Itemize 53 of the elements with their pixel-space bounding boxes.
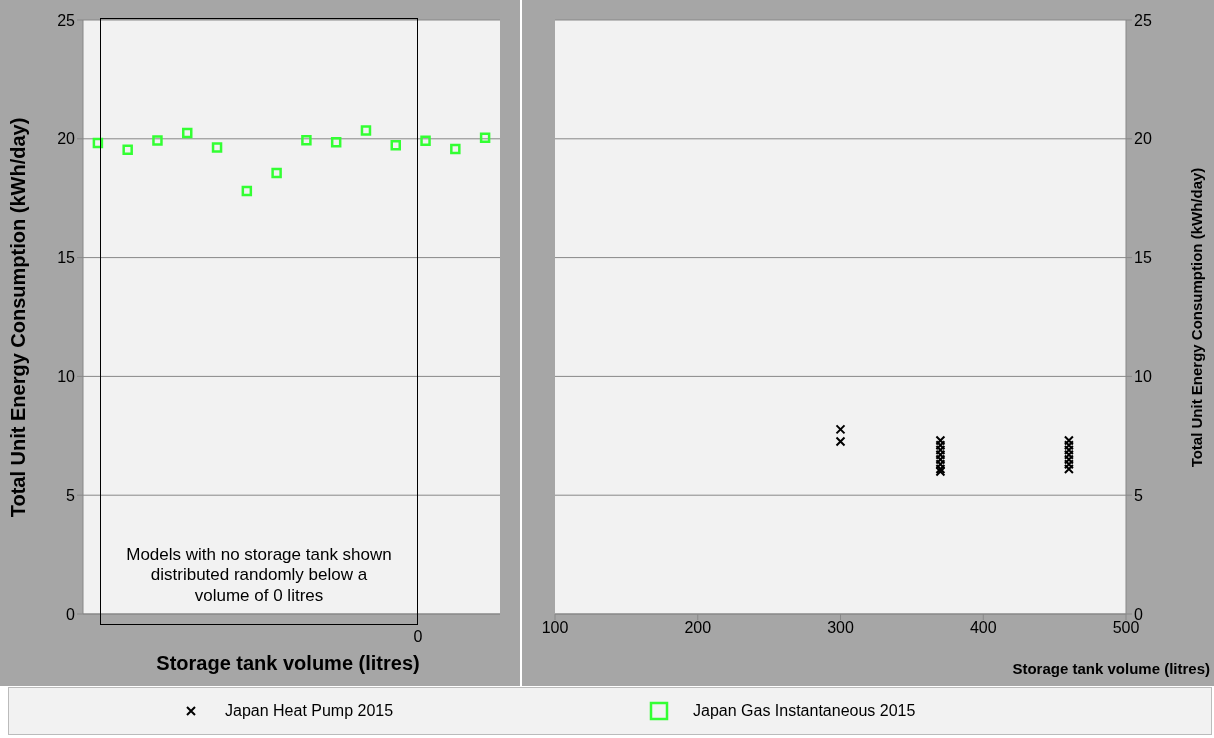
point bbox=[390, 139, 401, 151]
point bbox=[1063, 435, 1074, 446]
y-tick-label: 20 bbox=[57, 130, 76, 148]
point bbox=[92, 137, 104, 149]
point bbox=[835, 424, 846, 435]
y-tick-label: 5 bbox=[66, 486, 76, 504]
point bbox=[152, 135, 163, 146]
point bbox=[935, 445, 946, 456]
point bbox=[301, 134, 312, 146]
point bbox=[479, 132, 491, 144]
y-tick-label: 15 bbox=[1134, 249, 1152, 267]
point bbox=[241, 185, 253, 197]
x-axis-title: Storage tank volume (litres) bbox=[155, 652, 421, 675]
y-tick-label: 15 bbox=[57, 249, 76, 267]
point bbox=[330, 136, 342, 148]
point bbox=[1063, 464, 1074, 475]
point bbox=[1063, 454, 1074, 465]
point bbox=[420, 135, 431, 146]
point bbox=[271, 167, 282, 179]
y-tick-label: 0 bbox=[66, 605, 76, 623]
point bbox=[122, 144, 133, 155]
point bbox=[1063, 449, 1074, 460]
point bbox=[935, 459, 946, 470]
point bbox=[182, 127, 193, 139]
y-tick-label: 10 bbox=[1134, 368, 1152, 386]
point bbox=[935, 440, 946, 451]
y-tick-label: 10 bbox=[57, 368, 76, 386]
x-tick-label: 400 bbox=[969, 619, 997, 637]
point bbox=[935, 449, 946, 460]
y-tick-label: 5 bbox=[1134, 486, 1143, 504]
x-tick-label: 100 bbox=[541, 619, 569, 637]
point bbox=[450, 143, 461, 155]
x-axis-title: Storage tank volume (litres) bbox=[1012, 660, 1210, 677]
point bbox=[211, 142, 223, 153]
x-tick-label: 300 bbox=[827, 619, 854, 637]
point bbox=[1063, 445, 1074, 456]
point bbox=[935, 435, 946, 446]
y-axis-title: Total Unit Energy Consumption (kWh/day) bbox=[7, 117, 31, 517]
point bbox=[835, 436, 846, 447]
point bbox=[360, 125, 372, 136]
text: 0 bbox=[412, 628, 424, 646]
annotation: Models with no storage tank shown distributed randomly below a volume of 0 litres bbox=[125, 544, 393, 606]
point bbox=[1063, 459, 1074, 470]
y-tick-label: 20 bbox=[1134, 130, 1152, 148]
point bbox=[1063, 440, 1074, 451]
point bbox=[935, 454, 946, 465]
x-tick-label: 200 bbox=[684, 619, 712, 637]
legend-label: Japan Heat Pump 2015 bbox=[225, 702, 394, 720]
x-tick-label: 500 bbox=[1112, 619, 1140, 637]
y-tick-label: 25 bbox=[57, 11, 76, 29]
legend-label: Japan Gas Instantaneous 2015 bbox=[693, 702, 916, 720]
y-tick-label: 25 bbox=[1134, 11, 1152, 29]
y-axis-title: Total Unit Energy Consumption (kWh/day) bbox=[1188, 167, 1206, 467]
